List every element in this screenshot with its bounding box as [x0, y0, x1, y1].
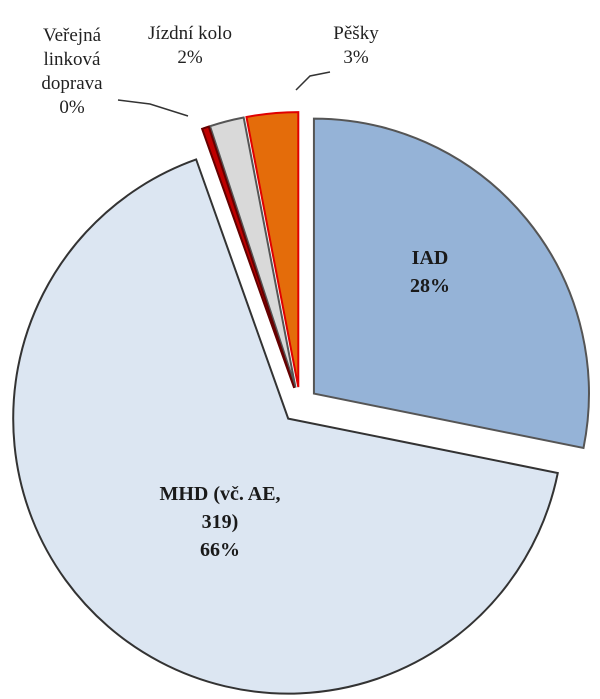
category-label: Veřejná linková doprava	[41, 25, 103, 94]
slice-label: Veřejná linková doprava 0%	[22, 24, 122, 120]
value-label: 3%	[343, 47, 369, 68]
pie-slice	[12, 158, 559, 695]
leader-line	[117, 99, 189, 117]
pie-slice	[312, 117, 590, 450]
pie-slice	[200, 125, 296, 389]
category-label: IAD	[411, 247, 449, 269]
value-label: 2%	[177, 47, 203, 68]
slice-label: IAD 28%	[370, 244, 490, 300]
category-label: Jízdní kolo	[148, 23, 232, 44]
pie-slice	[245, 111, 300, 388]
value-label: 28%	[410, 275, 450, 297]
slice-label: Pěšky 3%	[316, 22, 396, 70]
category-label: Pěšky	[333, 23, 379, 44]
leader-line	[295, 71, 331, 91]
pie-slice	[208, 116, 297, 388]
slice-label: MHD (vč. AE, 319) 66%	[150, 480, 290, 564]
value-label: 66%	[200, 539, 240, 561]
slice-label: Jízdní kolo 2%	[135, 22, 245, 70]
category-label: MHD (vč. AE, 319)	[159, 483, 281, 533]
value-label: 0%	[59, 97, 85, 118]
